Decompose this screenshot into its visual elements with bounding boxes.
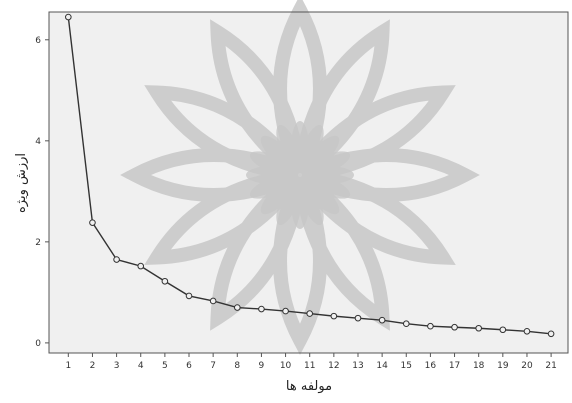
- data-point: [65, 13, 72, 21]
- x-tick-label: 16: [425, 361, 437, 371]
- watermark-flower-petal: [276, 124, 303, 174]
- x-tick-label: 14: [376, 361, 388, 371]
- x-tick-label: 20: [521, 361, 533, 371]
- data-point: [258, 305, 265, 313]
- y-tick-label: 0: [35, 339, 41, 349]
- y-tick-label: 6: [35, 36, 41, 46]
- y-axis-title: ارزش ویژه: [14, 153, 29, 213]
- data-point: [523, 327, 531, 335]
- data-point: [547, 330, 555, 338]
- data-point: [402, 320, 410, 327]
- series-layer: [65, 13, 555, 338]
- rosette-watermark-icon: [120, 0, 480, 355]
- x-tick-label: 11: [304, 361, 315, 371]
- x-tick-label: 5: [162, 361, 168, 371]
- y-tick-label: 4: [35, 137, 41, 147]
- data-point: [137, 262, 145, 270]
- x-tick-label: 7: [210, 361, 216, 371]
- x-tick-label: 8: [234, 361, 240, 371]
- x-tick-label: 15: [401, 361, 412, 371]
- data-point: [354, 314, 362, 322]
- data-point: [306, 310, 314, 317]
- data-point: [113, 256, 120, 263]
- x-tick-label: 9: [259, 361, 265, 371]
- x-tick-label: 3: [114, 361, 120, 371]
- data-point: [427, 322, 434, 330]
- x-tick-label: 1: [65, 361, 71, 371]
- x-tick-label: 19: [497, 361, 509, 371]
- data-point: [378, 316, 386, 324]
- data-point: [161, 277, 169, 285]
- y-tick-label: 2: [35, 238, 41, 248]
- x-tick-label: 2: [90, 361, 96, 371]
- data-point: [499, 326, 507, 334]
- data-point: [185, 292, 193, 300]
- data-point: [475, 324, 482, 332]
- data-point: [233, 304, 241, 311]
- x-tick-label: 6: [186, 361, 192, 371]
- x-tick-label: 4: [138, 361, 144, 371]
- x-axis-ticks: 1 2 3 4 5 6 7 8 9 10 11 12 13 14 15 16 17 18 19 20 21: [65, 353, 557, 371]
- y-axis-ticks: 0 2 4 6: [35, 36, 49, 349]
- plot-frame: [48, 11, 569, 354]
- x-axis-title: مولفه ها: [286, 379, 332, 394]
- x-tick-label: 13: [352, 361, 363, 371]
- data-point: [451, 323, 458, 331]
- x-tick-label: 21: [545, 361, 556, 371]
- data-point: [330, 312, 338, 320]
- x-tick-label: 17: [449, 361, 460, 371]
- data-point: [89, 219, 96, 226]
- x-tick-label: 10: [280, 361, 292, 371]
- x-tick-label: 18: [473, 361, 485, 371]
- data-point: [209, 297, 217, 305]
- x-tick-label: 12: [328, 361, 339, 371]
- watermark-petal: [210, 19, 307, 181]
- data-point: [282, 307, 289, 315]
